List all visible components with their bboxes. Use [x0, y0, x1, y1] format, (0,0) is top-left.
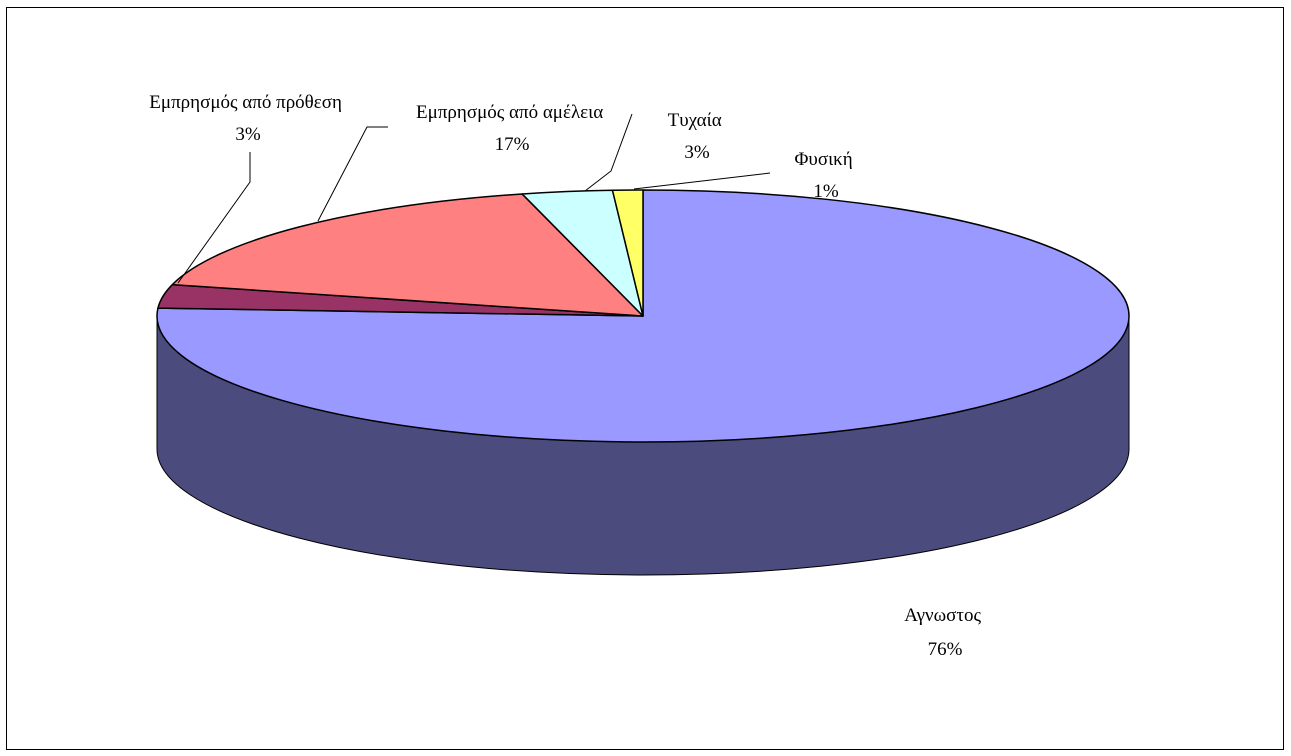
pie-slice-arson-negligence: [171, 193, 644, 317]
slice-label-natural: Φυσική 1%: [795, 149, 858, 202]
slice-percent-arson-negligence: 17%: [495, 134, 530, 155]
slice-percent-arson-intent: 3%: [235, 124, 261, 145]
slice-name-accidental: Τυχαία: [668, 110, 722, 131]
leader-line-arson-intent: [177, 152, 251, 284]
slice-name-unknown: Αγνωστος: [904, 605, 981, 626]
pie-slices: [156, 189, 1130, 443]
slice-percent-accidental: 3%: [684, 142, 710, 163]
leader-line-arson-negligence: [317, 126, 388, 222]
slice-percent-natural: 1%: [813, 181, 839, 202]
slice-percent-unknown: 76%: [928, 639, 963, 660]
slice-label-unknown: Αγνωστος 76%: [904, 605, 986, 660]
slice-name-arson-negligence: Εμπρησμός από αμέλεια: [416, 102, 603, 123]
leader-line-accidental: [584, 113, 633, 192]
slice-label-accidental: Τυχαία 3%: [668, 110, 727, 163]
leader-lines: [177, 113, 771, 284]
slice-label-arson-negligence: Εμπρησμός από αμέλεια 17%: [416, 102, 608, 155]
slice-name-natural: Φυσική: [795, 149, 853, 170]
pie-slice-natural: [611, 189, 644, 317]
slice-name-arson-intent: Εμπρησμός από πρόθεση: [149, 92, 342, 113]
slice-label-arson-intent: Εμπρησμός από πρόθεση 3%: [149, 92, 346, 145]
leader-line-natural: [633, 172, 771, 190]
